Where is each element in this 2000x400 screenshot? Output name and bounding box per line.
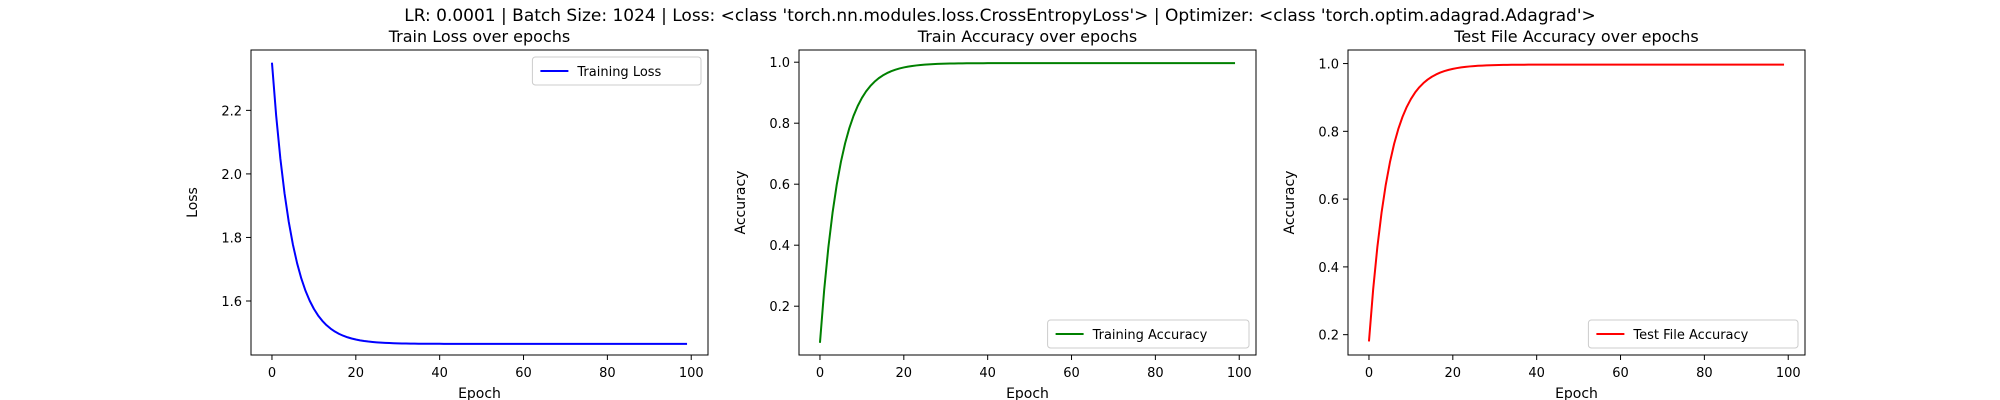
x-tick-label: 0 <box>1365 366 1373 381</box>
series-line-1 <box>818 62 1236 343</box>
legend-box <box>531 56 702 86</box>
y-tick-label: 2.2 <box>221 104 242 119</box>
x-tick-label: 0 <box>268 366 276 381</box>
axes-frame <box>1347 49 1806 356</box>
x-tick-label: 40 <box>1528 366 1545 381</box>
legend: Test File Accuracy <box>1587 319 1799 349</box>
axes-frame <box>798 49 1257 356</box>
x-tick-label: 60 <box>515 366 532 381</box>
y-tick-label: 1.0 <box>769 56 790 71</box>
y-tick-label: 1.8 <box>221 231 242 246</box>
series-line-1 <box>1367 63 1785 342</box>
x-tick-label: 20 <box>896 366 913 381</box>
chart-panel-3: Test File Accuracy over epochs 0 20 40 60 80 1… <box>1282 27 1806 400</box>
legend-box <box>1047 319 1250 349</box>
y-tick-label: 0.8 <box>1318 125 1339 140</box>
y-axis-label: Accuracy <box>733 171 749 235</box>
legend-label: Test File Accuracy <box>1632 328 1748 343</box>
y-tick-label: 0.2 <box>769 300 790 315</box>
x-tick-label: 40 <box>431 366 448 381</box>
y-tick-label: 0.6 <box>769 178 790 193</box>
x-axis-label: Epoch <box>458 386 501 400</box>
x-tick-label: 80 <box>599 366 616 381</box>
x-tick-label: 80 <box>1696 366 1713 381</box>
x-tick-label: 60 <box>1063 366 1080 381</box>
x-tick-label: 20 <box>348 366 365 381</box>
legend-label: Training Accuracy <box>1092 328 1208 343</box>
legend-label: Training Loss <box>576 65 661 80</box>
y-tick-label: 0.8 <box>769 117 790 132</box>
x-tick-label: 100 <box>1227 366 1252 381</box>
series-line-1 <box>270 62 688 345</box>
figure-suptitle: LR: 0.0001 | Batch Size: 1024 | Loss: <c… <box>404 6 1596 26</box>
x-axis-label: Epoch <box>1006 386 1049 400</box>
x-tick-label: 80 <box>1147 366 1164 381</box>
x-tick-label: 20 <box>1445 366 1462 381</box>
chart-panel-2: Train Accuracy over epochs 0 20 40 60 80 100 0.… <box>733 27 1257 400</box>
y-tick-label: 0.4 <box>1318 261 1339 276</box>
chart-title: Test File Accuracy over epochs <box>1453 27 1698 46</box>
chart-title: Train Loss over epochs <box>388 27 570 46</box>
x-tick-label: 100 <box>679 366 704 381</box>
y-tick-label: 1.0 <box>1318 58 1339 73</box>
x-tick-label: 0 <box>816 366 824 381</box>
x-tick-label: 100 <box>1776 366 1801 381</box>
x-tick-label: 60 <box>1612 366 1629 381</box>
legend-box <box>1587 319 1799 349</box>
y-tick-label: 0.6 <box>1318 193 1339 208</box>
x-tick-label: 40 <box>979 366 996 381</box>
y-tick-label: 1.6 <box>221 295 242 310</box>
legend: Training Loss <box>531 56 702 86</box>
y-axis-label: Loss <box>185 187 201 218</box>
chart-panel-1: Train Loss over epochs 0 20 40 60 80 100 1.6 1.8… <box>185 27 709 400</box>
y-tick-label: 0.2 <box>1318 329 1339 344</box>
y-axis-label: Accuracy <box>1282 171 1298 235</box>
y-tick-label: 2.0 <box>221 168 242 183</box>
x-axis-label: Epoch <box>1555 386 1598 400</box>
axes-frame <box>250 49 709 356</box>
y-tick-label: 0.4 <box>769 239 790 254</box>
legend: Training Accuracy <box>1047 319 1250 349</box>
chart-title: Train Accuracy over epochs <box>917 27 1137 46</box>
